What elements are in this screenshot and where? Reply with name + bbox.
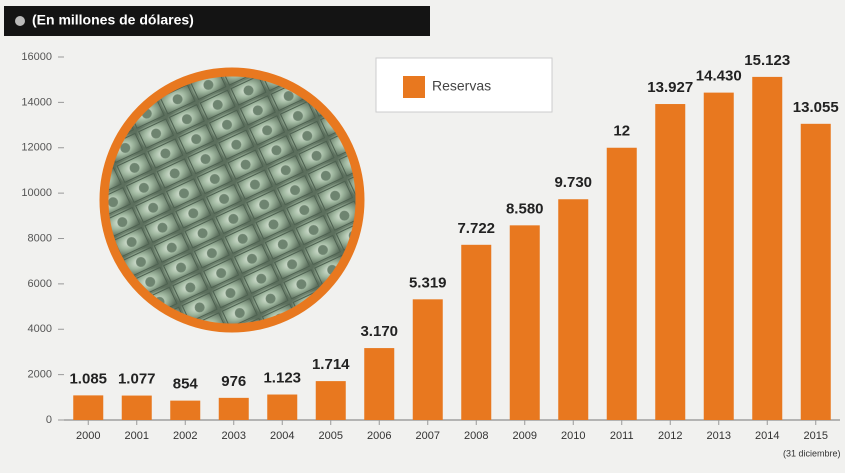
title-bar [4, 6, 430, 36]
y-tick-label: 14000 [21, 96, 52, 108]
bar [461, 244, 492, 420]
y-tick-label: 16000 [21, 51, 52, 63]
legend-swatch [403, 76, 425, 98]
x-tick-label: 2000 [76, 430, 100, 442]
value-label: 8.580 [506, 200, 544, 217]
plot-area: 0 2000 4000 6000 8000 10000 12000 14000 16000 200… [21, 51, 840, 458]
title-bullet [15, 16, 25, 26]
value-label: 1.714 [312, 356, 350, 373]
bar [364, 348, 395, 420]
value-label: 1.085 [69, 370, 107, 387]
x-tick-label: 2001 [125, 430, 149, 442]
y-tick-label: 2000 [28, 369, 52, 381]
x-tick-label: 2005 [319, 430, 343, 442]
bar [218, 397, 249, 420]
y-tick-label: 6000 [28, 278, 52, 290]
x-tick-label: 2003 [222, 430, 246, 442]
value-label: 3.170 [360, 323, 398, 340]
money-photo [99, 67, 365, 333]
value-label: 1.123 [263, 369, 301, 386]
bar [170, 400, 201, 420]
bar [606, 147, 637, 420]
x-tick-label: 2006 [367, 430, 391, 442]
x-tick-label: 2014 [755, 430, 779, 442]
x-tick-label: 2012 [658, 430, 682, 442]
value-label: 1.077 [118, 371, 156, 388]
y-tick-label: 8000 [28, 232, 52, 244]
value-label: 15.123 [744, 52, 790, 69]
bar [412, 299, 443, 420]
bar [315, 381, 346, 420]
value-label: 9.730 [554, 174, 592, 191]
x-tick-label: 2008 [464, 430, 488, 442]
bar [73, 395, 104, 420]
bar [703, 92, 734, 420]
x-tick-label: 2015 [804, 430, 828, 442]
x-tick-label: 2004 [270, 430, 294, 442]
y-tick-label: 10000 [21, 187, 52, 199]
value-label: 5.319 [409, 274, 447, 291]
x-tick-label: 2007 [416, 430, 440, 442]
value-label: 13.055 [793, 99, 839, 116]
value-label: 14.430 [696, 68, 742, 85]
y-tick-label: 12000 [21, 142, 52, 154]
bar [752, 76, 783, 420]
x-tick-label: 2013 [707, 430, 731, 442]
x-tick-label: 2002 [173, 430, 197, 442]
value-label: 12 [613, 123, 630, 140]
category-note: (31 diciembre) [783, 448, 841, 458]
value-label: 13.927 [647, 79, 693, 96]
legend-label: Reservas [432, 78, 491, 94]
y-tick-label: 0 [46, 414, 52, 426]
value-label: 7.722 [457, 220, 495, 237]
value-label: 976 [221, 373, 246, 390]
x-tick-label: 2010 [561, 430, 585, 442]
value-label: 854 [173, 376, 199, 393]
bar [121, 395, 152, 420]
y-tick-label: 4000 [28, 323, 52, 335]
bar [267, 394, 298, 420]
bar [800, 123, 831, 420]
x-tick-label: 2009 [513, 430, 537, 442]
x-tick-label: 2011 [610, 430, 634, 442]
chart-title: (En millones de dólares) [32, 12, 194, 28]
bar [509, 225, 540, 420]
bar [655, 104, 686, 420]
bar [558, 199, 589, 420]
